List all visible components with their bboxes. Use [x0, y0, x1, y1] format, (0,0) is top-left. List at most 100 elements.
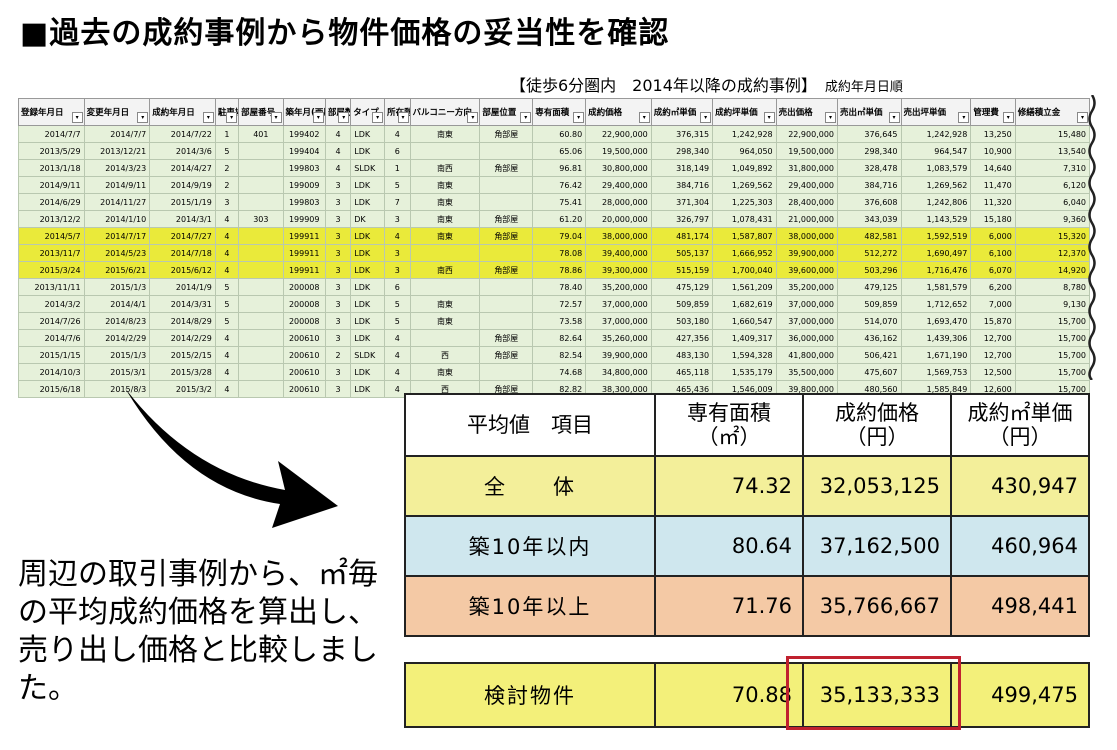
filter-dropdown-icon[interactable]: ▾	[312, 112, 324, 123]
column-header-label: 成約年月日	[152, 108, 195, 118]
table-cell: 200610	[282, 329, 326, 347]
filter-dropdown-icon[interactable]: ▾	[638, 112, 650, 123]
filter-dropdown-icon[interactable]: ▾	[202, 112, 214, 123]
table-cell: 509,859	[650, 295, 714, 313]
table-cell	[238, 193, 284, 211]
table-cell: 2014/3/2	[18, 295, 85, 313]
column-header[interactable]: 築年月(西暦)▾	[282, 98, 326, 126]
table-cell: 1,660,547	[712, 312, 777, 330]
table-cell: 22,900,000	[775, 125, 839, 143]
table-cell: 14,640	[970, 159, 1016, 177]
table-cell: 1	[214, 125, 240, 143]
table-cell: 4	[384, 125, 411, 143]
table-cell: 1,671,190	[900, 346, 972, 364]
table-cell: 318,149	[650, 159, 714, 177]
column-header[interactable]: 駐車場▾	[214, 98, 240, 126]
filter-dropdown-icon[interactable]: ▾	[888, 112, 900, 123]
table-cell: 2015/1/3	[83, 278, 151, 296]
filter-dropdown-icon[interactable]: ▾	[270, 112, 282, 123]
table-cell: 角部屋	[479, 159, 534, 177]
table-cell: 1,569,753	[900, 363, 972, 381]
filter-dropdown-icon[interactable]: ▾	[1077, 112, 1088, 123]
filter-dropdown-icon[interactable]: ▾	[397, 112, 409, 123]
table-cell: 1,269,562	[712, 176, 777, 194]
table-cell: 13,540	[1014, 142, 1091, 160]
column-header-label: 成約価格	[588, 108, 623, 118]
row-price: 37,162,500	[802, 515, 952, 577]
table-cell: 南東	[409, 363, 481, 381]
filter-dropdown-icon[interactable]: ▾	[467, 112, 479, 123]
column-header-label: 売出価格	[778, 108, 813, 118]
table-cell	[479, 193, 534, 211]
table-cell: 483,130	[650, 346, 714, 364]
table-cell: 6	[384, 142, 411, 160]
column-header[interactable]: 売出坪単価 ▾	[900, 98, 972, 126]
column-header-label: 変更年月日	[86, 108, 130, 118]
summary-row-all: 全 体 74.32 32,053,125 430,947	[404, 455, 1090, 517]
table-cell: 39,900,000	[775, 244, 839, 262]
column-header[interactable]: 部屋位置 ▾	[479, 98, 534, 126]
row-area: 74.32	[654, 455, 804, 517]
column-header[interactable]: 修繕積立金 ▾	[1014, 98, 1091, 126]
table-cell: 38,000,000	[585, 227, 652, 245]
table-cell	[409, 142, 481, 160]
table-cell: 2014/9/11	[83, 176, 151, 194]
filter-dropdown-icon[interactable]: ▾	[71, 112, 83, 123]
table-cell: 12,700	[970, 329, 1016, 347]
column-header[interactable]: 売出㎡単価 ▾	[837, 98, 902, 126]
filter-dropdown-icon[interactable]: ▾	[338, 112, 350, 123]
column-header[interactable]: 成約坪単価 ▾	[712, 98, 777, 126]
table-cell: 72.57	[532, 295, 587, 313]
filter-dropdown-icon[interactable]: ▾	[520, 112, 532, 123]
column-header[interactable]: タイプ ▾	[350, 98, 386, 126]
table-cell: 2014/1/10	[83, 210, 151, 228]
column-header[interactable]: 管理費 ▾	[970, 98, 1016, 126]
table-cell: 1	[384, 159, 411, 177]
column-header-label: 成約㎡単価	[653, 108, 697, 118]
table-cell: 南東	[409, 227, 481, 245]
table-cell: 503,180	[650, 312, 714, 330]
table-cell	[479, 244, 534, 262]
filter-dropdown-icon[interactable]: ▾	[372, 112, 384, 123]
table-cell: 2013/12/21	[83, 142, 151, 160]
column-header-label: バルコニー方向	[412, 108, 472, 118]
filter-dropdown-icon[interactable]: ▾	[1002, 112, 1014, 123]
table-cell: 200008	[282, 312, 326, 330]
table-cell: 1,078,431	[712, 210, 777, 228]
column-header[interactable]: 売出価格 ▾	[775, 98, 839, 126]
column-header[interactable]: 部屋数▾	[324, 98, 352, 126]
subtitle-note: 成約年月日順	[824, 80, 903, 95]
column-header[interactable]: 登録年月日 ▾	[18, 98, 85, 126]
column-header[interactable]: 所在階▾	[384, 98, 411, 126]
column-header[interactable]: 成約年月日 ▾	[149, 98, 216, 126]
filter-dropdown-icon[interactable]: ▾	[226, 112, 238, 123]
table-row: 2014/7/26 2014/8/23 2014/8/29 5 200008 3 LDK 5 南…	[18, 312, 1091, 330]
table-cell: 1,409,317	[712, 329, 777, 347]
column-header[interactable]: 成約㎡単価 ▾	[650, 98, 714, 126]
filter-dropdown-icon[interactable]: ▾	[137, 112, 149, 123]
filter-dropdown-icon[interactable]: ▾	[573, 112, 585, 123]
table-cell: 2014/7/7	[18, 125, 85, 143]
table-cell	[238, 346, 284, 364]
table-cell: 角部屋	[479, 346, 534, 364]
filter-dropdown-icon[interactable]: ▾	[763, 112, 775, 123]
filter-dropdown-icon[interactable]: ▾	[825, 112, 837, 123]
table-cell: 2014/6/29	[18, 193, 85, 211]
column-header[interactable]: バルコニー方向 ▾	[409, 98, 481, 126]
table-cell: 2014/3/6	[149, 142, 216, 160]
filter-dropdown-icon[interactable]: ▾	[700, 112, 712, 123]
column-header[interactable]: 変更年月日 ▾	[83, 98, 151, 126]
column-header[interactable]: 成約価格 ▾	[585, 98, 652, 126]
filter-dropdown-icon[interactable]: ▾	[958, 112, 970, 123]
table-cell: 3	[384, 261, 411, 279]
column-header[interactable]: 部屋番号 ▾	[238, 98, 284, 126]
table-cell: 326,797	[650, 210, 714, 228]
table-cell: 82.64	[532, 329, 587, 347]
table-cell: 1,592,519	[900, 227, 972, 245]
table-cell: 964,547	[900, 142, 972, 160]
table-cell: 2014/3/1	[149, 210, 216, 228]
column-header[interactable]: 専有面積 ▾	[532, 98, 587, 126]
table-cell: 2014/7/27	[149, 227, 216, 245]
table-cell: 2014/1/9	[149, 278, 216, 296]
table-cell: 2014/7/26	[18, 312, 85, 330]
